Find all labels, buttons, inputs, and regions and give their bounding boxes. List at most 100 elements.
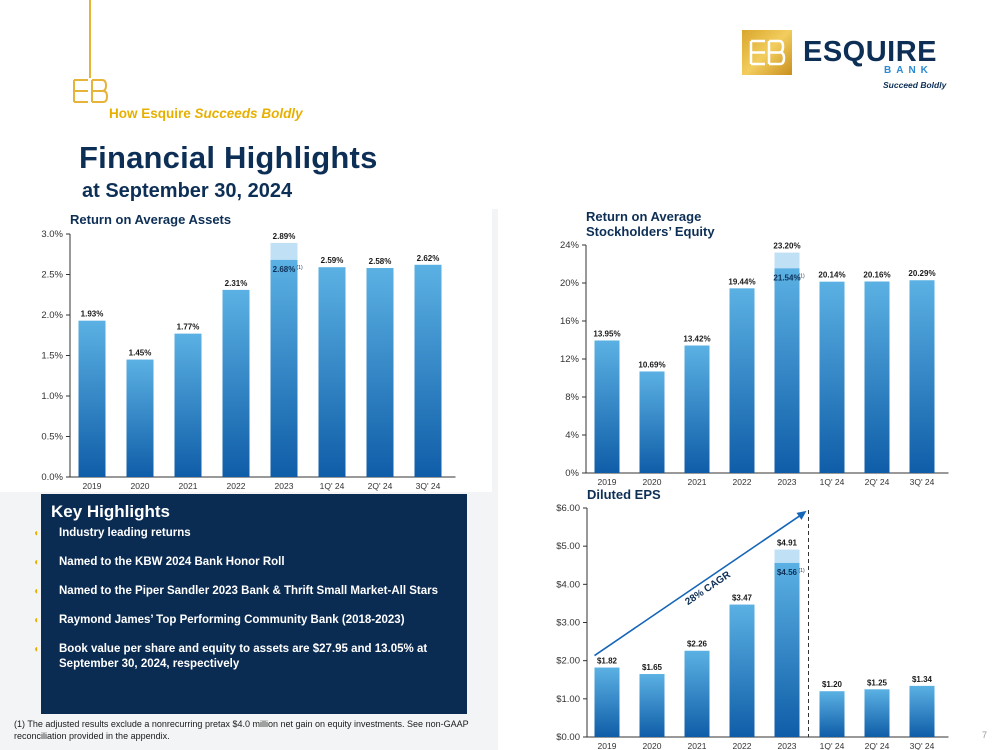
data-label: 23.20% xyxy=(773,242,800,251)
bar xyxy=(174,333,202,477)
adjusted-data-label: 21.54% xyxy=(773,273,800,282)
bar xyxy=(684,345,710,473)
bar xyxy=(318,267,346,477)
y-tick-label: $4.00 xyxy=(556,579,580,590)
data-label: 13.95% xyxy=(593,329,620,338)
data-label: 20.29% xyxy=(908,269,935,278)
y-tick-label: 2.5% xyxy=(41,270,63,281)
key-highlights-list: ◖ Industry leading returns ◖ Named to the … xyxy=(33,526,467,686)
bullet-icon: ◖ xyxy=(33,615,40,626)
highlight-item: ◖ Industry leading returns xyxy=(33,527,191,539)
bar-adjusted xyxy=(774,562,800,737)
page-title: Financial Highlights xyxy=(79,140,378,175)
y-tick-label: $0.00 xyxy=(556,732,580,743)
highlight-item: ◖ Raymond James’ Top Performing Community… xyxy=(33,614,405,626)
bar-adjusted xyxy=(270,259,298,477)
adjusted-footnote-mark: (1) xyxy=(799,568,805,574)
x-tick-label: 2021 xyxy=(688,477,707,487)
highlight-item: ◖ Named to the Piper Sandler 2023 Bank & … xyxy=(33,585,438,597)
x-tick-label: 3Q' 24 xyxy=(416,481,441,491)
roaa-chart-title: Return on Average Assets xyxy=(70,212,232,227)
bullet-icon: ◖ xyxy=(33,528,40,539)
x-tick-label: 2023 xyxy=(275,481,294,491)
x-tick-label: 3Q' 24 xyxy=(910,741,935,750)
bar xyxy=(819,281,845,473)
data-label: 1.45% xyxy=(129,349,152,358)
y-tick-label: $2.00 xyxy=(556,656,580,667)
bar xyxy=(222,289,250,477)
page-subtitle: at September 30, 2024 xyxy=(82,180,293,202)
roae-chart: 0% 4% 8% 12% 16% 20% 24% 13.95% 2019 10.69% 2020 13… xyxy=(560,240,949,487)
bar xyxy=(909,280,935,473)
adjusted-footnote-mark: (1) xyxy=(297,265,303,271)
y-tick-label: 12% xyxy=(560,354,580,365)
bar xyxy=(366,268,394,477)
x-tick-label: 2019 xyxy=(83,481,102,491)
roaa-panel: Return on Average Assets 0.0% 0.5% 1.0% 1.5… xyxy=(0,209,492,492)
decorative-gold-line xyxy=(89,0,91,78)
roae-panel: Return on Average Stockholders’ Equity 0… xyxy=(498,209,999,487)
data-label: $1.34 xyxy=(912,675,933,684)
x-tick-label: 3Q' 24 xyxy=(910,477,935,487)
x-tick-label: 2019 xyxy=(598,477,617,487)
x-tick-label: 2022 xyxy=(227,481,246,491)
highlight-item: ◖ Book value per share and equity to asse… xyxy=(33,643,428,670)
cagr-arrow-head-icon xyxy=(796,510,807,520)
bar xyxy=(594,667,620,737)
y-tick-label: 20% xyxy=(560,278,580,289)
bullet-icon: ◖ xyxy=(33,557,40,568)
bar xyxy=(639,674,665,737)
x-tick-label: 2023 xyxy=(778,477,797,487)
bar xyxy=(864,689,890,737)
x-tick-label: 2021 xyxy=(179,481,198,491)
bar xyxy=(594,340,620,473)
data-label: 2.31% xyxy=(225,279,248,288)
x-tick-label: 2021 xyxy=(688,741,707,750)
adjusted-data-label: 2.68% xyxy=(273,265,296,274)
data-label: 20.14% xyxy=(818,271,845,280)
y-tick-label: 3.0% xyxy=(41,229,63,240)
data-label: 2.59% xyxy=(321,256,344,265)
eps-panel: Diluted EPS $0.00 $1.00 $2.00 $3.00 $4.00 $5.… xyxy=(498,487,999,750)
cagr-arrow-line xyxy=(594,513,803,657)
bar xyxy=(909,685,935,737)
x-tick-label: 2019 xyxy=(598,741,617,750)
x-tick-label: 2020 xyxy=(131,481,150,491)
x-tick-label: 1Q' 24 xyxy=(820,477,845,487)
data-label: 2.62% xyxy=(417,254,440,263)
y-tick-label: 2.0% xyxy=(41,310,63,321)
y-tick-label: 0.0% xyxy=(41,472,63,483)
y-tick-label: 1.0% xyxy=(41,391,63,402)
bar xyxy=(639,371,665,473)
esquire-logo-icon xyxy=(742,30,792,75)
bar xyxy=(729,288,755,473)
data-label: $1.25 xyxy=(867,678,888,687)
x-tick-label: 1Q' 24 xyxy=(320,481,345,491)
data-label: 20.16% xyxy=(863,270,890,279)
y-tick-label: $1.00 xyxy=(556,694,580,705)
tagline: How Esquire Succeeds Boldly xyxy=(109,106,303,121)
bar xyxy=(126,359,154,477)
x-tick-label: 2020 xyxy=(643,477,662,487)
bar-adjusted xyxy=(774,268,800,473)
page-number: 7 xyxy=(982,730,988,740)
x-tick-label: 2Q' 24 xyxy=(865,741,890,750)
data-label: $1.82 xyxy=(597,657,618,666)
x-tick-label: 2020 xyxy=(643,741,662,750)
y-tick-label: 16% xyxy=(560,316,580,327)
roaa-chart: 0.0% 0.5% 1.0% 1.5% 2.0% 2.5% 3.0% 1.93% 2019 1.4… xyxy=(41,229,456,491)
cagr-annotation: 28% CAGR xyxy=(683,569,733,608)
adjusted-footnote-mark: (1) xyxy=(799,273,805,279)
data-label: $2.26 xyxy=(687,640,708,649)
y-tick-label: 1.5% xyxy=(41,351,63,362)
data-label: 19.44% xyxy=(728,277,755,286)
eps-chart-title: Diluted EPS xyxy=(587,487,661,502)
data-label: 10.69% xyxy=(638,360,665,369)
key-highlights-title: Key Highlights xyxy=(51,502,171,521)
logo-tagline: Succeed Boldly xyxy=(883,80,947,90)
data-label: 2.58% xyxy=(369,257,392,266)
x-tick-label: 2022 xyxy=(733,477,752,487)
bar xyxy=(414,264,442,477)
y-tick-label: $3.00 xyxy=(556,618,580,629)
data-label: $4.91 xyxy=(777,539,798,548)
